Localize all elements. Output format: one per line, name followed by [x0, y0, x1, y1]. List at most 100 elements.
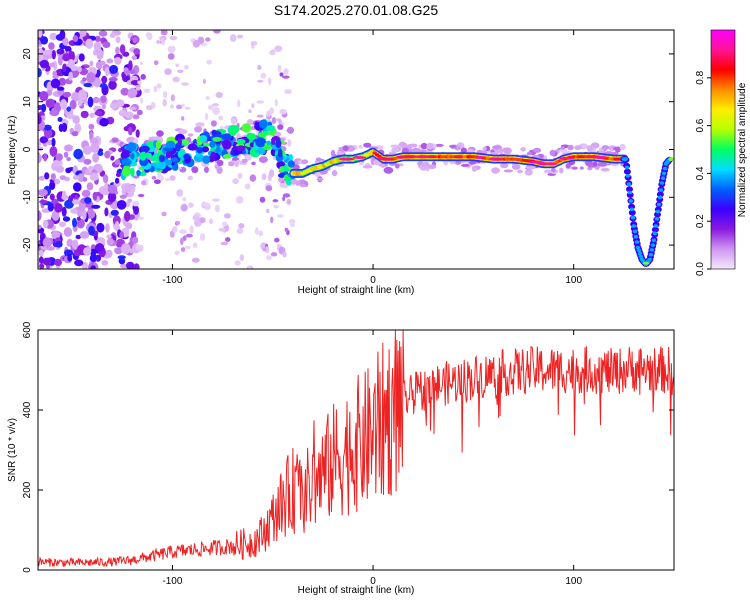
noise-speckle: [64, 144, 73, 152]
heatmap-y-axis-label: Frequency (Hz): [7, 116, 18, 185]
noise-speckle: [49, 146, 58, 157]
noise-speckle: [58, 77, 67, 86]
ridge-mark: [404, 155, 417, 159]
noise-speckle: [269, 169, 275, 178]
noise-speckle: [79, 231, 90, 239]
ridge-mark: [196, 152, 201, 158]
noise-speckle: [72, 199, 81, 205]
noise-speckle: [244, 183, 251, 190]
noise-speckle: [102, 174, 109, 184]
noise-speckle: [185, 233, 193, 238]
noise-speckle: [272, 199, 279, 203]
halo-speckle: [231, 117, 237, 125]
noise-speckle: [114, 56, 122, 65]
noise-speckle: [59, 30, 66, 40]
noise-speckle: [120, 243, 131, 255]
ridge-mark: [650, 243, 656, 247]
noise-speckle: [54, 178, 61, 185]
halo-speckle: [256, 114, 264, 118]
noise-speckle: [209, 218, 213, 225]
ridge-mark: [136, 169, 141, 177]
noise-speckle: [97, 151, 104, 157]
ridge-mark: [628, 199, 634, 203]
halo-speckle: [187, 133, 194, 137]
noise-speckle: [215, 91, 223, 99]
noise-speckle: [87, 96, 94, 108]
halo-speckle: [204, 166, 209, 173]
noise-speckle: [274, 99, 278, 107]
noise-speckle: [109, 32, 116, 39]
noise-speckle: [72, 35, 79, 43]
halo-speckle: [482, 146, 487, 151]
halo-speckle: [471, 166, 477, 172]
noise-speckle: [49, 62, 56, 68]
noise-speckle: [165, 178, 170, 182]
noise-speckle: [86, 182, 94, 191]
noise-speckle: [182, 197, 187, 202]
snr-y-axis-label: SNR (10 * v/v): [7, 418, 18, 482]
ridge-mark: [121, 167, 131, 177]
noise-speckle: [38, 256, 44, 265]
halo-speckle: [408, 143, 418, 148]
noise-speckle: [38, 68, 42, 78]
noise-speckle: [110, 103, 117, 109]
ridge-mark: [544, 162, 558, 166]
halo-speckle: [191, 166, 199, 174]
noise-speckle: [265, 209, 270, 213]
noise-speckle: [56, 48, 65, 55]
halo-speckle: [195, 122, 205, 127]
halo-speckle: [299, 183, 306, 188]
ridge-mark: [649, 248, 655, 252]
halo-speckle: [141, 180, 147, 186]
noise-speckle: [102, 41, 111, 48]
noise-speckle: [71, 239, 79, 250]
halo-speckle: [194, 126, 203, 133]
noise-speckle: [38, 175, 45, 181]
noise-speckle: [153, 60, 159, 66]
noise-speckle: [140, 97, 144, 104]
noise-speckle: [284, 89, 292, 94]
noise-speckle: [237, 172, 243, 179]
noise-speckle: [57, 54, 63, 66]
ridge-mark: [257, 132, 267, 138]
noise-speckle: [232, 178, 239, 185]
halo-speckle: [383, 166, 394, 174]
noise-speckle: [61, 190, 67, 200]
noise-speckle: [78, 53, 85, 62]
halo-speckle: [460, 163, 470, 167]
noise-speckle: [205, 37, 211, 42]
noise-speckle: [93, 41, 102, 52]
noise-speckle: [115, 46, 120, 55]
noise-speckle: [76, 218, 85, 229]
noise-speckle: [167, 53, 175, 60]
noise-speckle: [104, 67, 110, 77]
ridge-mark: [642, 261, 650, 265]
figure-title: S174.2025.270.01.08.G25: [274, 2, 438, 18]
noise-speckle: [92, 97, 100, 104]
ridge-mark: [182, 139, 189, 145]
noise-speckle: [192, 40, 201, 48]
noise-speckle: [289, 221, 295, 228]
noise-speckle: [108, 77, 118, 82]
ridge-mark: [127, 142, 137, 152]
ridge-mark: [266, 140, 271, 146]
noise-speckle: [119, 231, 124, 239]
halo-speckle: [491, 167, 500, 174]
noise-speckle: [48, 42, 55, 50]
ridge-mark: [352, 156, 367, 159]
halo-speckle: [235, 159, 241, 164]
ridge-mark: [158, 154, 165, 163]
ridge-mark: [130, 167, 135, 177]
halo-speckle: [551, 167, 556, 173]
ridge-mark: [656, 202, 662, 207]
noise-speckle: [214, 204, 220, 213]
noise-speckle: [257, 79, 264, 83]
noise-speckle: [98, 30, 108, 37]
noise-speckle: [131, 55, 137, 60]
noise-speckle: [176, 104, 183, 110]
ridge-mark: [157, 160, 166, 170]
ridge-mark: [651, 226, 659, 233]
halo-speckle: [450, 145, 456, 149]
noise-speckle: [167, 45, 176, 53]
